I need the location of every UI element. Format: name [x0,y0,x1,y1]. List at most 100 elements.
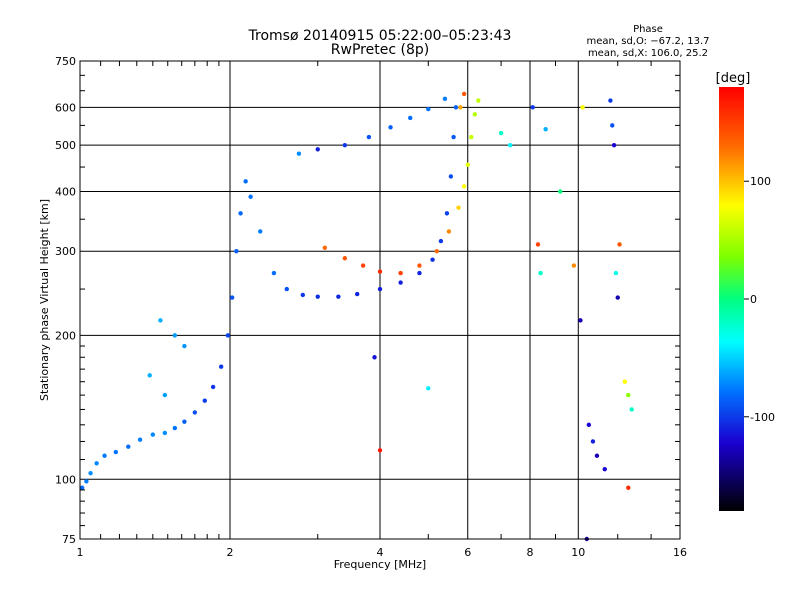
data-point [88,470,93,476]
data-point [426,106,431,112]
data-point [442,96,448,102]
data-point [469,134,474,140]
data-point [476,98,481,103]
stats-line-o: mean, sd,O: −67.2, 13.7 [587,36,710,47]
data-point [202,398,207,403]
y-tick-label: 100 [55,473,76,486]
data-point [162,430,168,436]
data-point [530,105,535,110]
y-axis-label: Stationary phase Virtual Height [km] [38,199,51,401]
data-point [430,257,435,262]
y-tick-label: 500 [55,139,76,152]
data-point [342,256,348,261]
y-tick-label: 300 [55,245,76,258]
data-point [590,439,596,444]
data-point [84,479,89,484]
data-point [102,453,107,458]
data-points-layer [79,91,634,542]
data-point [234,249,239,254]
axis-layer: 1 2 4 6 8 10 16 75 100 200 300 400 500 600 750 [55,55,687,559]
data-point [580,105,585,110]
data-point [248,194,253,199]
data-point [162,392,168,398]
data-point [629,407,634,412]
data-point [172,425,178,431]
colorbar-tick-label: -100 [750,411,775,424]
x-tick-label: 2 [227,546,234,559]
data-point [611,142,617,148]
data-point [426,386,431,391]
x-tick-label: 10 [571,546,585,559]
data-point [210,384,216,390]
data-point [472,112,478,117]
data-point [158,318,163,323]
x-axis-label: Frequency [MHz] [334,558,426,571]
data-point [507,142,513,148]
y-tick-label: 750 [55,55,76,68]
y-tick-label: 75 [62,533,76,546]
data-point [461,91,467,97]
x-tick-label: 8 [527,546,534,559]
data-point [354,291,360,297]
data-point [446,229,452,234]
data-point [238,211,243,216]
data-point [182,419,187,424]
data-point [315,294,320,299]
data-point [225,333,231,338]
data-point [388,125,393,130]
chart-title: Tromsø 20140915 05:22:00–05:23:43 [248,28,512,44]
data-point [296,151,302,156]
data-point [336,294,341,299]
data-point [408,115,413,121]
data-point [571,263,577,268]
data-point [315,147,320,152]
data-point [417,270,422,276]
data-point [444,211,450,216]
data-point [608,98,613,103]
data-point [626,392,631,398]
data-point [535,242,541,247]
data-point [94,461,99,466]
data-point [613,270,619,276]
data-point [398,270,403,276]
data-point [366,134,372,140]
data-point [417,263,422,268]
data-point [377,448,383,453]
colorbar-ticks: 100 0 -100 [744,175,775,424]
data-point [594,453,600,458]
x-tick-label: 16 [673,546,687,559]
data-point [113,449,119,455]
data-point [300,292,306,298]
data-point [342,142,348,148]
data-point [360,263,366,268]
data-point [229,295,235,300]
data-point [578,318,583,323]
data-point [586,422,592,428]
data-point [558,189,563,194]
data-point [434,249,439,254]
data-point [284,286,289,292]
data-point [538,270,543,276]
chart-subtitle: RwPretec (8p) [331,42,429,58]
data-point [126,444,131,449]
data-point [372,355,377,360]
data-point [622,379,628,384]
data-point [258,229,263,234]
grid-layer [80,61,680,539]
data-point [172,333,178,338]
data-point [458,105,463,110]
y-tick-label: 600 [55,101,76,114]
data-point [150,432,156,437]
data-point [137,437,143,442]
plot-frame [79,60,681,540]
colorbar-tick-label: 0 [750,293,757,306]
colorbar-label: [deg] [716,71,751,86]
x-tick-label: 1 [77,546,84,559]
colorbar [719,87,744,511]
data-point [271,270,277,276]
data-point [322,245,328,250]
data-point [448,174,454,179]
y-tick-label: 400 [55,185,76,198]
x-tick-label: 6 [464,546,471,559]
stats-line-x: mean, sd,X: 106.0, 25.2 [588,48,708,59]
